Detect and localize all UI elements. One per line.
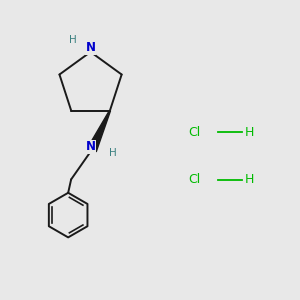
Text: Cl: Cl xyxy=(189,126,201,139)
Polygon shape xyxy=(88,111,110,152)
Text: H: H xyxy=(109,148,117,158)
Text: H: H xyxy=(245,126,254,139)
Text: H: H xyxy=(69,35,76,45)
Text: N: N xyxy=(85,140,95,153)
Text: Cl: Cl xyxy=(189,173,201,186)
Text: N: N xyxy=(85,41,96,54)
Text: H: H xyxy=(245,173,254,186)
